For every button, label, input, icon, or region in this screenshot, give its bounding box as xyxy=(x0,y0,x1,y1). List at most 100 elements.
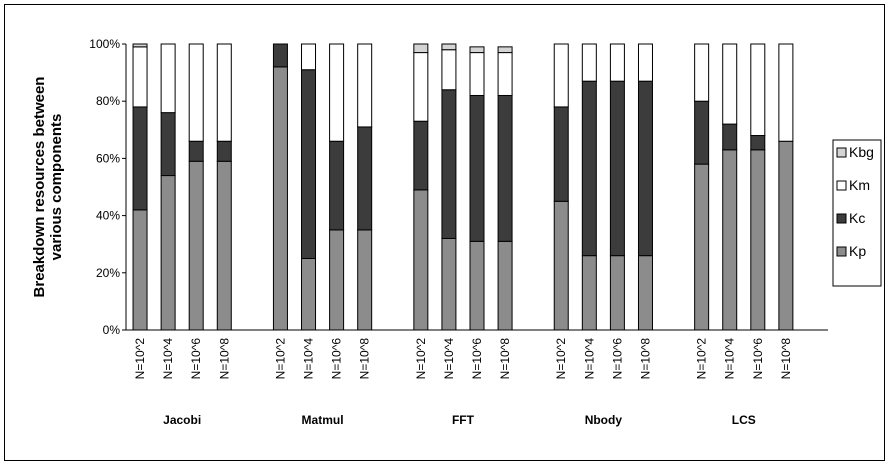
chart-frame xyxy=(4,4,885,461)
bar-segment-km xyxy=(441,49,457,91)
legend-box xyxy=(832,139,882,287)
bar-segment-kp xyxy=(357,229,373,331)
legend-label-kp: Kp xyxy=(849,243,866,259)
x-tick-label: N=10^6 xyxy=(610,338,624,380)
y-tick-label: 20% xyxy=(96,266,120,280)
x-tick-label: N=10^8 xyxy=(498,338,512,380)
bar-segment-kp xyxy=(413,189,429,331)
bar-segment-kp xyxy=(272,66,288,331)
bar-segment-km xyxy=(132,46,148,108)
bar-segment-kbg xyxy=(132,43,148,48)
bar-segment-kp xyxy=(160,175,176,331)
y-axis-title: Breakdown resources between various comp… xyxy=(31,77,65,298)
group-label: Jacobi xyxy=(163,413,201,427)
bar-segment-km xyxy=(553,43,569,108)
bar-segment-kc xyxy=(637,80,653,257)
y-tick-label: 0% xyxy=(103,323,121,337)
x-tick-label: N=10^4 xyxy=(723,338,737,380)
bar-segment-kc xyxy=(272,43,288,68)
bar-segment-kp xyxy=(497,240,513,331)
legend-swatch-km xyxy=(836,180,847,191)
bar-segment-kp xyxy=(301,258,317,331)
bar-segment-kc xyxy=(581,80,597,257)
y-tick-label: 40% xyxy=(96,209,120,223)
bar-segment-km xyxy=(188,43,204,142)
x-tick-label: N=10^2 xyxy=(554,338,568,380)
bar-segment-km xyxy=(722,43,738,125)
bar-segment-kp xyxy=(778,140,794,331)
bar-segment-kc xyxy=(188,140,204,162)
bar-segment-kc xyxy=(160,112,176,177)
bar-segment-km xyxy=(216,43,232,142)
x-tick-label: N=10^6 xyxy=(470,338,484,380)
x-tick-label: N=10^8 xyxy=(779,338,793,380)
legend-swatch-kbg xyxy=(836,147,847,158)
bar-segment-km xyxy=(160,43,176,114)
bar-segment-kc xyxy=(609,80,625,257)
bar-segment-kp xyxy=(581,255,597,331)
x-tick-label: N=10^6 xyxy=(751,338,765,380)
bar-segment-kc xyxy=(413,120,429,191)
bar-segment-kp xyxy=(132,209,148,331)
y-axis-title-line-1: Breakdown resources between xyxy=(31,77,48,298)
bar-segment-km xyxy=(357,43,373,128)
legend-label-kbg: Kbg xyxy=(849,144,874,160)
bar-segment-kc xyxy=(357,126,373,231)
bar-segment-km xyxy=(778,43,794,142)
bar-segment-km xyxy=(750,43,766,137)
x-tick-label: N=10^2 xyxy=(273,338,287,380)
bar-segment-km xyxy=(637,43,653,82)
bar-segment-km xyxy=(694,43,710,102)
bar-segment-kc xyxy=(750,135,766,151)
bar-segment-kp xyxy=(216,160,232,331)
x-tick-label: N=10^8 xyxy=(217,338,231,380)
y-tick-label: 60% xyxy=(96,151,120,165)
bar-segment-km xyxy=(301,43,317,71)
bar-segment-kbg xyxy=(441,43,457,51)
bar-segment-km xyxy=(413,52,429,122)
x-tick-label: N=10^4 xyxy=(442,338,456,380)
bar-segment-kc xyxy=(694,100,710,165)
group-label: Nbody xyxy=(585,413,623,427)
bar-segment-km xyxy=(609,43,625,82)
bar-segment-kc xyxy=(216,140,232,162)
x-axis: N=10^2 N=10^4 N=10^6 N=10^8 Jacobi N=10^2 N=10… xyxy=(126,329,828,427)
bar-segment-kp xyxy=(750,149,766,331)
x-tick-label: N=10^8 xyxy=(638,338,652,380)
bar-segment-kc xyxy=(469,94,485,242)
bar-segment-kp xyxy=(441,237,457,331)
x-tick-label: N=10^2 xyxy=(695,338,709,380)
x-tick-label: N=10^4 xyxy=(302,338,316,380)
y-axis-title-line-2: various components xyxy=(48,114,65,261)
bar-segment-kp xyxy=(722,149,738,331)
x-tick-label: N=10^4 xyxy=(161,338,175,380)
legend-swatch-kp xyxy=(836,246,847,257)
y-axis: 0% 20% 40% 60% 80% 100% xyxy=(89,37,127,337)
x-tick-label: N=10^6 xyxy=(189,338,203,380)
bar-segment-kp xyxy=(609,255,625,331)
x-tick-label: N=10^2 xyxy=(133,338,147,380)
bar-segment-kc xyxy=(553,106,569,202)
group-label: Matmul xyxy=(302,413,344,427)
bar-segment-kc xyxy=(132,106,148,211)
bar-segment-km xyxy=(497,52,513,96)
bar-segment-kp xyxy=(694,163,710,331)
bar-segment-kp xyxy=(553,200,569,331)
x-tick-label: N=10^6 xyxy=(330,338,344,380)
bar-segment-kc xyxy=(497,94,513,242)
bar-segment-km xyxy=(329,43,345,142)
bar-segment-kbg xyxy=(413,43,429,54)
bar-segment-kp xyxy=(329,229,345,331)
legend-swatch-kc xyxy=(836,213,847,224)
bars-layer xyxy=(132,43,794,331)
x-tick-label: N=10^2 xyxy=(414,338,428,380)
legend-label-km: Km xyxy=(849,177,870,193)
bar-segment-kc xyxy=(441,89,457,239)
bar-segment-kc xyxy=(722,123,738,151)
y-tick-label: 80% xyxy=(96,94,120,108)
x-tick-label: N=10^4 xyxy=(582,338,596,380)
bar-segment-kp xyxy=(469,240,485,331)
y-tick-label: 100% xyxy=(89,37,120,51)
bar-segment-kbg xyxy=(497,46,513,54)
